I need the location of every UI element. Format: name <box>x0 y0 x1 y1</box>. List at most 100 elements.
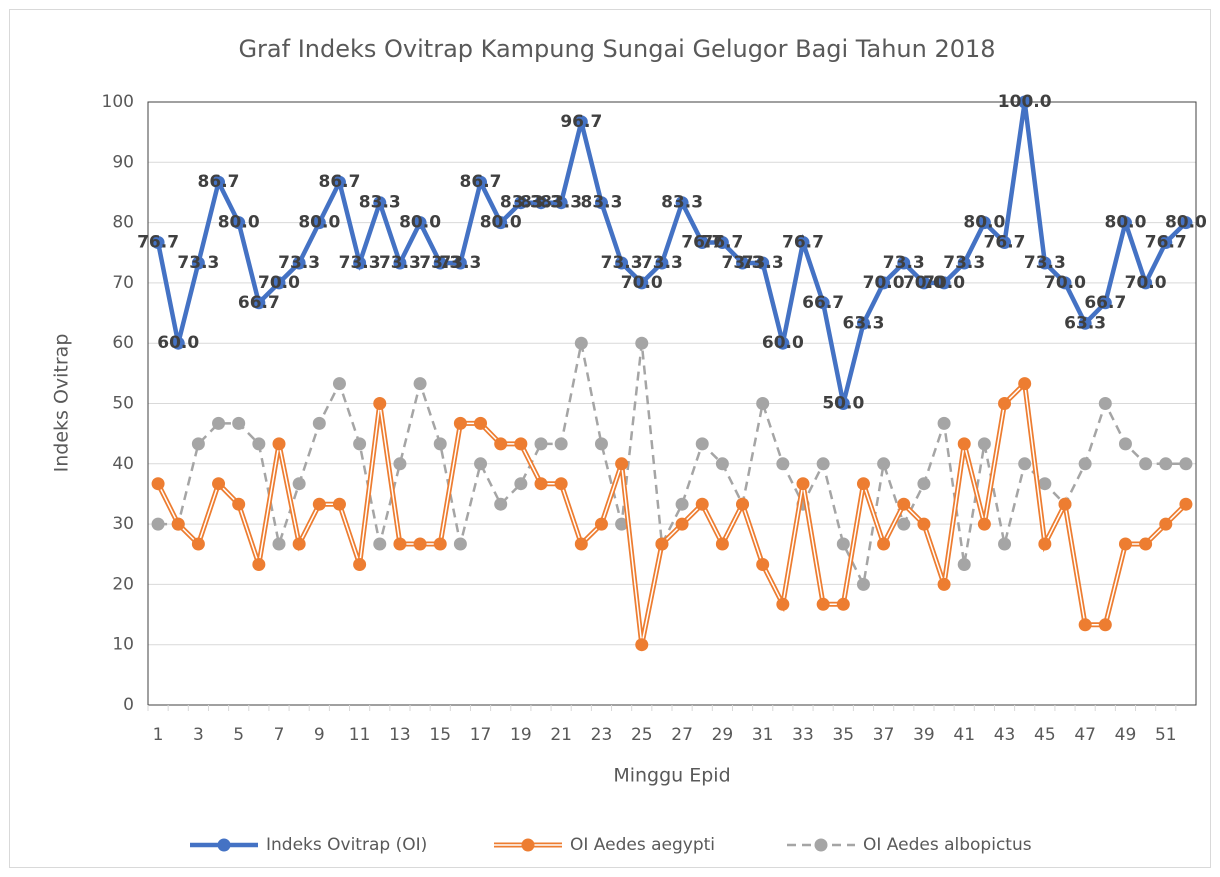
marker <box>433 256 447 270</box>
data-label: 100.0 <box>998 92 1052 112</box>
data-label: 73.3 <box>722 253 764 273</box>
marker <box>292 477 306 491</box>
data-label: 86.7 <box>460 172 502 192</box>
marker <box>332 497 346 511</box>
marker <box>534 437 548 451</box>
marker <box>1179 216 1193 230</box>
data-label: 66.7 <box>238 293 280 313</box>
x-tick-label: 17 <box>470 725 492 745</box>
y-tick-label: 0 <box>123 695 134 715</box>
x-tick-label: 9 <box>314 725 325 745</box>
marker <box>816 296 830 310</box>
data-label: 70.0 <box>863 273 905 293</box>
y-tick-label: 40 <box>112 454 134 474</box>
series-line-inner <box>157 381 1187 645</box>
data-label: 73.3 <box>177 253 219 273</box>
marker <box>232 497 246 511</box>
marker <box>937 577 951 591</box>
marker <box>554 437 568 451</box>
marker <box>957 437 971 451</box>
data-label: 73.3 <box>379 253 421 273</box>
marker <box>151 477 165 491</box>
data-label: 80.0 <box>480 213 522 233</box>
marker <box>1078 618 1092 632</box>
marker <box>856 477 870 491</box>
legend-item: OI Aedes aegypti <box>494 835 715 855</box>
marker <box>675 497 689 511</box>
legend-item: Indeks Ovitrap (OI) <box>190 835 427 855</box>
x-tick-label: 47 <box>1074 725 1096 745</box>
marker <box>393 457 407 471</box>
x-tick-label: 25 <box>631 725 653 745</box>
marker <box>151 517 165 531</box>
marker <box>937 276 951 290</box>
x-tick-label: 49 <box>1115 725 1137 745</box>
x-tick-label: 29 <box>712 725 734 745</box>
data-label: 83.3 <box>500 193 542 213</box>
marker <box>232 216 246 230</box>
x-tick-label: 7 <box>274 725 285 745</box>
marker <box>836 397 850 410</box>
marker <box>796 235 810 249</box>
marker <box>474 175 488 189</box>
data-label: 70.0 <box>1125 273 1167 293</box>
marker <box>635 638 649 652</box>
data-label: 80.0 <box>218 213 260 233</box>
marker <box>574 115 588 129</box>
marker <box>998 397 1012 410</box>
marker <box>393 256 407 270</box>
marker <box>474 416 488 430</box>
series <box>151 95 1193 410</box>
marker <box>1179 497 1193 511</box>
marker <box>232 416 246 430</box>
marker <box>756 558 770 572</box>
marker <box>272 437 286 451</box>
marker <box>212 416 226 430</box>
data-label: 86.7 <box>318 172 360 192</box>
data-label: 73.3 <box>278 253 320 273</box>
marker <box>776 336 790 350</box>
series <box>151 377 1193 652</box>
marker <box>212 175 226 189</box>
marker <box>977 216 991 230</box>
marker <box>494 216 508 230</box>
marker <box>373 397 387 410</box>
marker <box>756 256 770 270</box>
marker <box>655 256 669 270</box>
marker <box>977 437 991 451</box>
marker <box>736 256 750 270</box>
marker <box>816 457 830 471</box>
marker <box>1098 397 1112 410</box>
marker <box>453 256 467 270</box>
marker <box>1058 497 1072 511</box>
x-tick-label: 31 <box>752 725 774 745</box>
marker <box>1018 457 1032 471</box>
marker <box>373 196 387 210</box>
marker <box>695 437 709 451</box>
data-label: 70.0 <box>923 273 965 293</box>
marker <box>393 537 407 551</box>
marker <box>353 256 367 270</box>
marker <box>635 336 649 350</box>
data-label: 80.0 <box>963 213 1005 233</box>
marker <box>635 276 649 290</box>
x-tick-label: 51 <box>1155 725 1177 745</box>
data-label: 76.7 <box>137 232 179 252</box>
marker <box>413 537 427 551</box>
marker <box>312 216 326 230</box>
marker <box>675 517 689 531</box>
marker <box>1038 477 1052 491</box>
marker <box>292 537 306 551</box>
data-label: 76.7 <box>782 232 824 252</box>
marker <box>554 196 568 210</box>
marker <box>574 336 588 350</box>
marker <box>514 196 528 210</box>
marker <box>212 477 226 491</box>
marker <box>877 537 891 551</box>
marker <box>816 597 830 611</box>
marker <box>856 577 870 591</box>
data-label: 83.3 <box>520 193 562 213</box>
marker <box>594 196 608 210</box>
x-tick-label: 39 <box>913 725 935 745</box>
data-label: 50.0 <box>822 394 864 414</box>
